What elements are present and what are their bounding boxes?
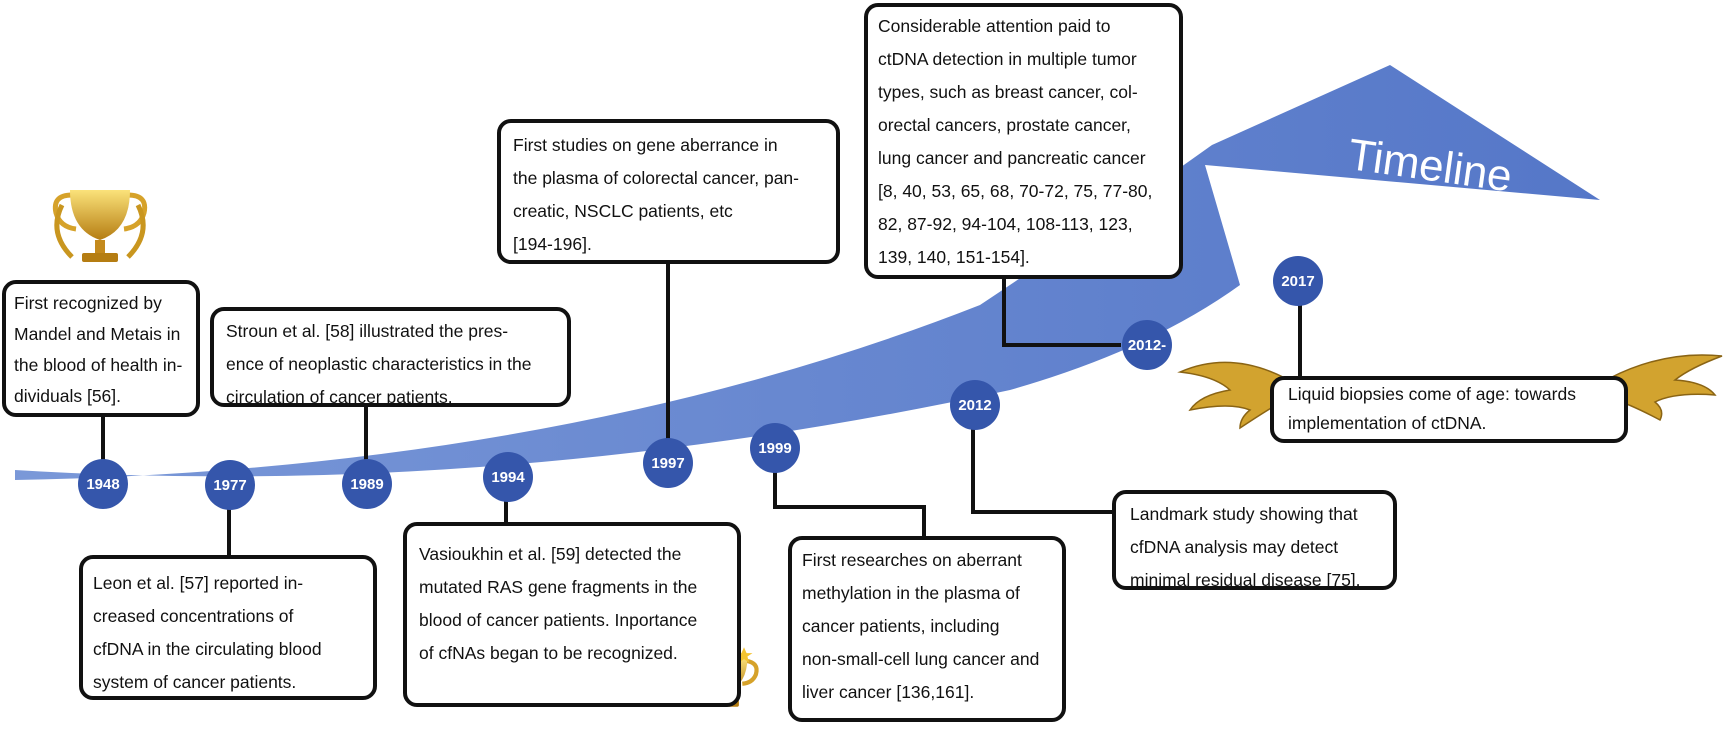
event-text-line: Considerable attention paid to [878,16,1111,36]
year-marker-2012: 2012 [950,380,1000,430]
event-box-1994: Vasioukhin et al. [59] detected the muta… [403,522,741,707]
event-box-2012-plus: Considerable attention paid to ctDNA det… [864,3,1183,279]
event-text-line: system of cancer patients. [93,672,297,692]
year-marker-2012-plus: 2012- [1122,320,1172,370]
event-box-2012: Landmark study showing that cfDNA analys… [1112,490,1397,590]
year-marker-1948: 1948 [78,459,128,509]
wing-right-icon [1609,354,1723,422]
event-text-line: First studies on gene aberrance in [513,135,778,155]
event-text-line: mutated RAS gene fragments in the [419,577,698,597]
event-text-line: dividuals [56]. [14,386,122,406]
event-text-line: cfDNA in the circulating blood [93,639,322,659]
wing-left-icon [1177,361,1286,430]
event-text-line: orectal cancers, prostate cancer, [878,115,1131,135]
year-marker-1977: 1977 [205,460,255,510]
event-text-line: 82, 87-92, 94-104, 108-113, 123, [878,214,1133,234]
event-text-line: blood of cancer patients. Inportance [419,610,698,630]
event-text-line: cfDNA analysis may detect [1130,537,1339,557]
event-box-1997: First studies on gene aberrance in the p… [497,119,840,264]
event-text-line: Leon et al. [57] reported in- [93,573,304,593]
event-box-1999: First researches on aberrant methylation… [788,536,1066,722]
event-text-line: liver cancer [136,161]. [802,682,975,702]
event-text-line: circulation of cancer patients. [226,387,453,407]
event-text-line: cancer patients, including [802,616,1000,636]
trophy-icon [52,190,148,262]
event-text-line: implementation of ctDNA. [1288,413,1487,433]
event-box-1948: First recognized by Mandel and Metais in… [2,280,200,417]
timeline-arrow [15,65,1600,480]
event-text-line: types, such as breast cancer, col- [878,82,1138,102]
event-text-line: First recognized by [14,293,162,313]
event-text-line: First researches on aberrant [802,550,1022,570]
event-box-1977: Leon et al. [57] reported in- creased co… [79,555,377,700]
event-text-line: creased concentrations of [93,606,294,626]
event-text-line: Liquid biopsies come of age: towards [1288,384,1576,404]
event-text-line: Landmark study showing that [1130,504,1358,524]
event-box-2017: Liquid biopsies come of age: towards imp… [1270,376,1628,443]
event-text-line: the plasma of colorectal cancer, pan- [513,168,799,188]
event-text-line: non-small-cell lung cancer and [802,649,1040,669]
event-text-line: the blood of health in- [14,355,183,375]
event-text-line: lung cancer and pancreatic cancer [878,148,1146,168]
year-marker-1989: 1989 [342,459,392,509]
event-text-line: of cfNAs began to be recognized. [419,643,678,663]
event-text-line: Stroun et al. [58] illustrated the pres- [226,321,509,341]
event-box-1989: Stroun et al. [58] illustrated the pres-… [210,307,571,407]
event-text-line: [8, 40, 53, 65, 68, 70-72, 75, 77-80, [878,181,1153,201]
event-text-line: minimal residual disease [75]. [1130,570,1361,590]
event-text-line: Vasioukhin et al. [59] detected the [419,544,682,564]
event-text-line: ctDNA detection in multiple tumor [878,49,1137,69]
event-text-line: methylation in the plasma of [802,583,1020,603]
year-marker-1997: 1997 [643,438,693,488]
event-text-line: 139, 140, 151-154]. [878,247,1030,267]
year-marker-1999: 1999 [750,423,800,473]
event-text-line: [194-196]. [513,234,592,254]
event-text-line: creatic, NSCLC patients, etc [513,201,733,221]
year-marker-2017: 2017 [1273,256,1323,306]
event-text-line: ence of neoplastic characteristics in th… [226,354,532,374]
event-text-line: Mandel and Metais in [14,324,181,344]
year-marker-1994: 1994 [483,452,533,502]
